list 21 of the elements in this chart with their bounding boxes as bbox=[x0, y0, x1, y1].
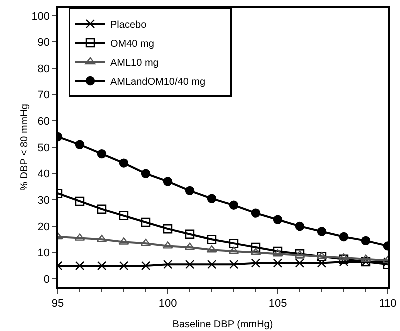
y-tick-label: 10 bbox=[38, 248, 50, 260]
y-tick-label: 0 bbox=[44, 274, 50, 286]
y-axis-title: % DBP < 80 mmHg bbox=[20, 104, 30, 191]
legend-label: AML10 mg bbox=[110, 58, 159, 69]
legend-label: AMLandOM10/40 mg bbox=[110, 76, 206, 88]
x-tick-label: 105 bbox=[268, 298, 288, 310]
y-tick-label: 100 bbox=[32, 10, 50, 23]
x-axis-title: Baseline DBP (mmHg) bbox=[172, 320, 274, 330]
y-tick-label: 30 bbox=[38, 194, 50, 207]
x-tick-label: 110 bbox=[379, 298, 397, 310]
y-tick-label: 90 bbox=[38, 37, 50, 50]
legend-label: Placebo bbox=[110, 20, 148, 31]
y-tick-label: 50 bbox=[38, 142, 50, 154]
y-tick-label: 80 bbox=[38, 63, 50, 76]
legend-label: OM40 mg bbox=[110, 38, 154, 50]
y-tick-label: 70 bbox=[38, 90, 50, 102]
y-tick-label: 60 bbox=[38, 116, 50, 128]
x-tick-label: 100 bbox=[158, 298, 178, 310]
y-tick-label: 20 bbox=[38, 221, 50, 234]
x-tick-label: 95 bbox=[52, 298, 64, 310]
y-tick-label: 40 bbox=[38, 168, 50, 181]
